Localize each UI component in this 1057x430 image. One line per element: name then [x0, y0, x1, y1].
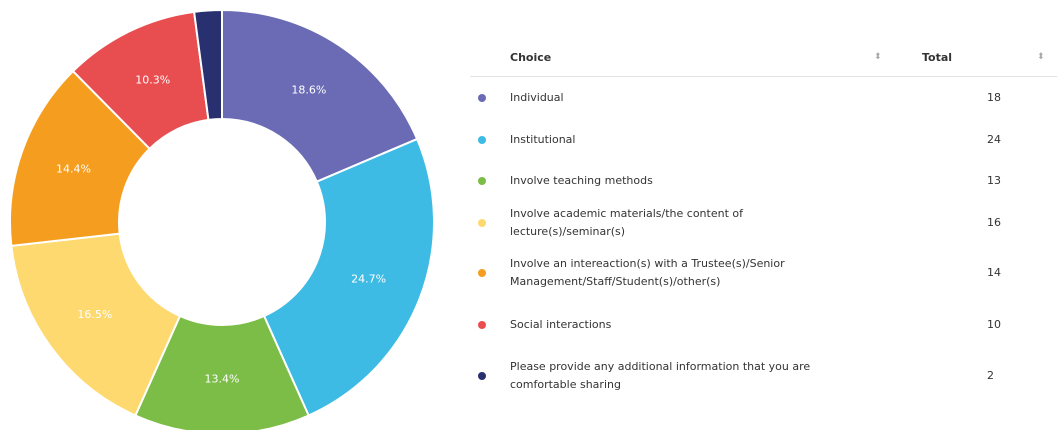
total-cell: 16: [987, 215, 1001, 229]
table-header: Choice ⬍ Total ⬍: [470, 38, 1057, 77]
table-body: Individual 18 Institutional 24 Involve teach…: [470, 77, 1057, 406]
slice-label: 14.4%: [56, 163, 91, 176]
donut-slice: [262, 137, 435, 417]
choice-text: Please provide any additional informatio…: [510, 360, 811, 391]
slice-label: 16.5%: [77, 308, 112, 321]
header-total[interactable]: Total: [922, 50, 953, 64]
slice-label: 10.3%: [135, 74, 170, 87]
slice-label: 13.4%: [205, 373, 240, 386]
total-cell: 24: [987, 132, 1001, 146]
total-cell: 13: [987, 174, 1001, 187]
donut-chart: 18.6% 24.7% 13.4% 16.5% 14.4% 10.3%: [9, 8, 435, 430]
header-choice[interactable]: Choice: [510, 50, 552, 64]
slice-label: 18.6%: [291, 84, 326, 97]
donut-slice: [192, 8, 223, 122]
choice-text: Involve academic materials/the content o…: [510, 206, 743, 238]
table: Choice ⬍ Total ⬍ Individual 18 Institution…: [470, 38, 1057, 406]
legend-dot: [478, 218, 486, 227]
table-row: Involve academic materials/the content o…: [470, 202, 1057, 243]
table-row: Individual 18: [470, 77, 1057, 119]
choice-text: Involve teaching methods: [510, 174, 653, 187]
table-row: Social interactions 10: [470, 303, 1057, 346]
legend-dot: [478, 94, 486, 102]
choice-text: Institutional: [510, 132, 576, 146]
legend-dot: [478, 177, 486, 185]
legend-dot: [478, 372, 486, 380]
total-cell: 2: [987, 369, 994, 382]
table-row: Please provide any additional informatio…: [470, 346, 1057, 406]
total-cell: 10: [987, 317, 1001, 331]
table-row: Involve teaching methods 13: [470, 160, 1057, 202]
choice-text: Social interactions: [510, 317, 612, 331]
donut-slice: [10, 232, 182, 417]
legend-dot: [478, 135, 486, 144]
table-row: Institutional 24: [470, 119, 1057, 160]
sort-icon[interactable]: ⬍: [1037, 52, 1045, 62]
donut-slice: [221, 8, 419, 184]
total-cell: 18: [987, 91, 1001, 104]
choice-text: Involve an intereaction(s) with a Truste…: [510, 257, 785, 288]
legend-dot: [478, 269, 486, 277]
legend-dot: [478, 320, 486, 329]
total-cell: 14: [987, 266, 1001, 279]
choice-text: Individual: [510, 91, 564, 104]
sort-icon[interactable]: ⬍: [874, 52, 882, 62]
slice-label: 24.7%: [351, 273, 386, 286]
table-row: Involve an intereaction(s) with a Truste…: [470, 243, 1057, 303]
